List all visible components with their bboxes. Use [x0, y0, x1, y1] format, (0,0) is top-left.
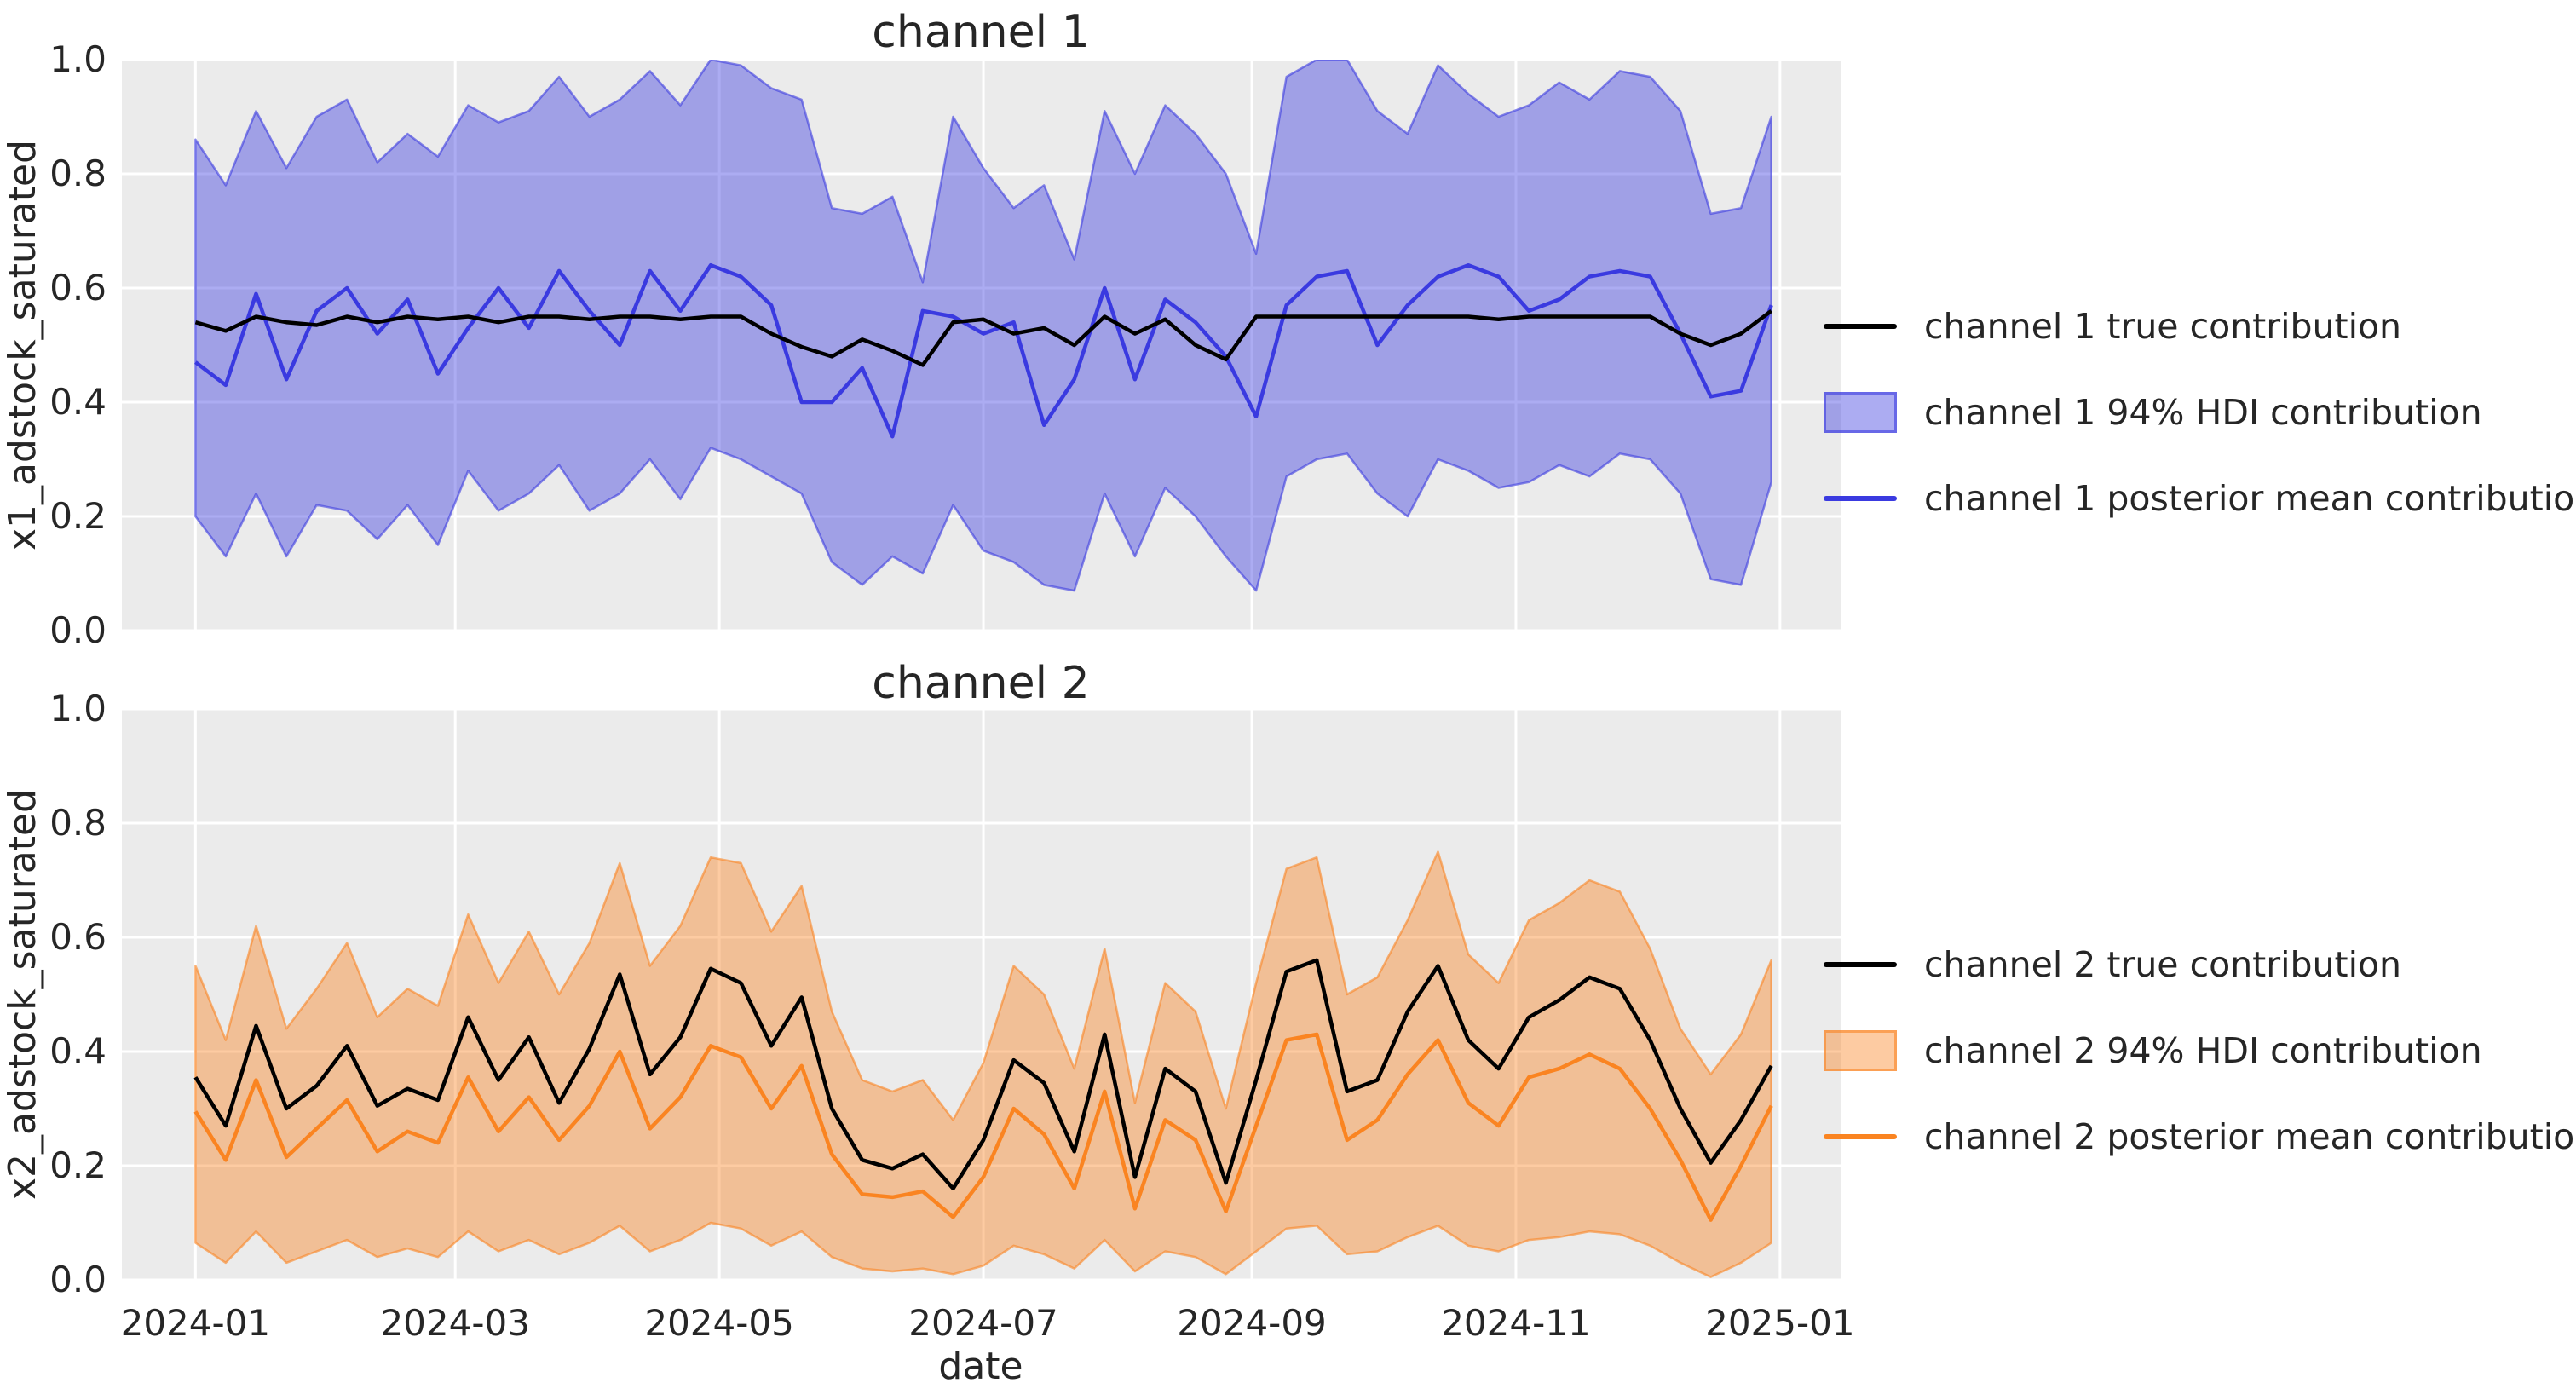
- legend-true-line-sample-icon: [1824, 324, 1897, 329]
- legend-true-line-sample-icon: [1824, 962, 1897, 967]
- channel-2-y-axis-label: x2_adstock_saturated: [1, 788, 44, 1201]
- legend-label: channel 2 true contribution: [1924, 944, 2402, 985]
- posterior-mean-line: [193, 1032, 1773, 1222]
- hdi-band: [194, 850, 1772, 1278]
- y-tick-label: 0.6: [49, 916, 107, 958]
- x-axis-label: date: [938, 1345, 1023, 1383]
- legend-hdi-patch-sample-icon: [1824, 392, 1897, 433]
- legend-posterior-line-sample-icon: [1824, 496, 1897, 501]
- y-tick-label: 0.4: [49, 381, 107, 423]
- x-tick-label: 2024-03: [380, 1302, 530, 1344]
- y-tick-label: 0.0: [49, 1259, 107, 1300]
- y-tick-label: 0.4: [49, 1030, 107, 1072]
- y-tick-label: 1.0: [49, 688, 107, 729]
- channel-2-title: channel 2: [872, 658, 1090, 709]
- legend-label: channel 2 94% HDI contribution: [1924, 1030, 2482, 1071]
- y-tick-label: 0.2: [49, 1144, 107, 1186]
- legend-label: channel 1 true contribution: [1924, 306, 2402, 347]
- axes-background: [122, 709, 1841, 1280]
- x-tick-label: 2024-05: [644, 1302, 794, 1344]
- y-tick-label: 0.8: [49, 153, 107, 194]
- legend-posterior-line-sample-icon: [1824, 1134, 1897, 1139]
- legend-label: channel 1 posterior mean contribution: [1924, 478, 2576, 519]
- channel-1-title: channel 1: [872, 7, 1090, 58]
- y-tick-label: 1.0: [49, 38, 107, 80]
- true-contribution-line: [194, 309, 1773, 367]
- legend-label: channel 2 posterior mean contribution: [1924, 1116, 2576, 1157]
- x-tick-label: 2025-01: [1705, 1302, 1855, 1344]
- hdi-band: [194, 60, 1772, 592]
- x-tick-label: 2024-07: [908, 1302, 1058, 1344]
- axes-background: [122, 60, 1841, 631]
- true-contribution-line: [193, 958, 1773, 1191]
- legend-hdi-patch-sample-icon: [1824, 1030, 1897, 1071]
- posterior-mean-line: [194, 262, 1773, 439]
- legend-label: channel 1 94% HDI contribution: [1924, 392, 2482, 433]
- y-tick-label: 0.8: [49, 802, 107, 844]
- y-tick-label: 0.2: [49, 495, 107, 537]
- channel-2-plot-area: [122, 709, 1841, 1280]
- x-tick-label: 2024-01: [120, 1302, 271, 1344]
- y-tick-label: 0.0: [49, 609, 107, 651]
- x-tick-label: 2024-09: [1177, 1302, 1327, 1344]
- x-tick-label: 2024-11: [1441, 1302, 1591, 1344]
- y-tick-label: 0.6: [49, 267, 107, 308]
- channel-1-plot-area: [122, 60, 1841, 631]
- channel-1-y-axis-label: x1_adstock_saturated: [1, 139, 44, 551]
